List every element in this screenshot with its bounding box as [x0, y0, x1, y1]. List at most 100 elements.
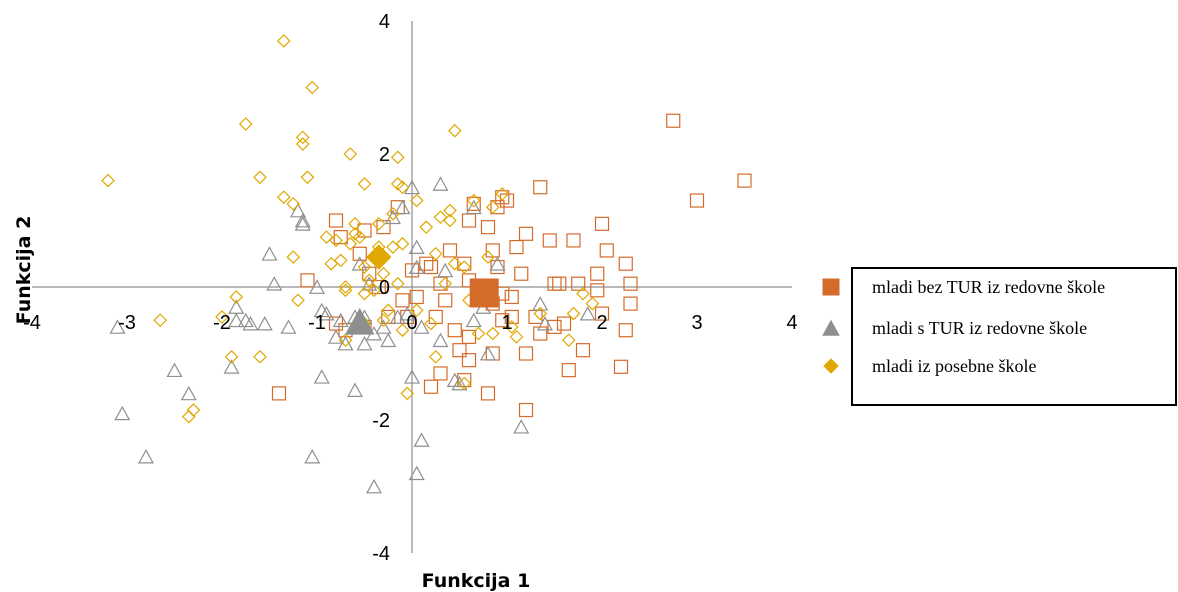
diamond-point [433, 210, 448, 225]
axes [32, 21, 792, 553]
x-tick-label: -2 [213, 312, 231, 334]
square-point [509, 240, 524, 255]
square-point [352, 246, 367, 261]
diamond-point [447, 123, 462, 138]
diamond-point [291, 293, 305, 308]
square-point [542, 233, 557, 248]
square-point [480, 220, 496, 235]
diamond-point [343, 236, 358, 251]
diamond-point [447, 256, 462, 271]
diamond-point [153, 313, 168, 328]
x-axis-title: Funkcija 1 [422, 570, 531, 592]
diamond-point [386, 207, 400, 221]
diamond-point [371, 216, 386, 231]
square-point [395, 293, 410, 308]
x-tick-label: -4 [23, 312, 41, 334]
diamond-point [566, 306, 581, 321]
diamond-point [457, 260, 472, 274]
diamond-point [395, 180, 410, 195]
diamond-point [348, 216, 362, 231]
triangle-point [166, 362, 183, 378]
square-point [485, 243, 500, 258]
diamond-point [253, 170, 267, 185]
triangle-point [180, 385, 197, 401]
triangle-point [451, 375, 468, 391]
square-point [623, 296, 638, 311]
square-point [461, 213, 477, 228]
diamond-point [485, 200, 500, 215]
square-point [613, 359, 629, 374]
triangle-point [479, 345, 497, 361]
triangle-point [280, 319, 297, 334]
square-point [556, 316, 572, 331]
diamond-point [409, 303, 424, 318]
diamond-point [338, 333, 353, 348]
diamond-point [390, 276, 405, 291]
diamond-point [333, 253, 348, 268]
diamond-point [438, 276, 453, 291]
square-point [547, 319, 562, 334]
diamond-point [481, 250, 495, 264]
diamond-point [276, 190, 291, 205]
square-point [495, 190, 510, 205]
square-point [533, 180, 548, 195]
y-tick-label: -2 [372, 410, 390, 432]
triangle-point [408, 259, 425, 274]
triangle-point [375, 319, 392, 334]
diamond-point [305, 80, 320, 95]
triangle-point [308, 279, 326, 294]
triangle-point [228, 312, 245, 328]
legend-label: mladi bez TUR iz redovne škole [872, 276, 1106, 297]
triangle-point [536, 316, 554, 331]
triangle-point [256, 316, 273, 331]
square-point [442, 243, 458, 258]
diamond-point [338, 280, 353, 294]
square-point [594, 306, 610, 321]
triangle-point [318, 306, 335, 321]
square-point [333, 230, 348, 245]
triangle-point [304, 449, 321, 464]
square-point [533, 326, 548, 341]
triangle-point [489, 256, 506, 271]
square-point [461, 353, 477, 368]
diamond-point [253, 349, 267, 364]
square-point [300, 273, 315, 288]
square-point [480, 386, 496, 401]
triangle-point [380, 332, 397, 348]
square-point [666, 113, 681, 128]
diamond-point [400, 386, 415, 401]
legend-entry: mladi s TUR iz redovne škole [820, 314, 1087, 342]
triangle-point [365, 478, 383, 494]
square-point [566, 233, 581, 248]
square-point [504, 309, 519, 325]
diamond-point [395, 236, 410, 251]
triangle-point [356, 335, 373, 351]
triangle-point [413, 432, 430, 447]
square-point [452, 343, 467, 358]
square-legend-icon [822, 278, 840, 296]
y-tick-label: 4 [379, 11, 390, 33]
square-point [490, 259, 505, 275]
diamond-point [238, 117, 253, 131]
square-point [371, 279, 386, 295]
legend-label: mladi iz posebne škole [872, 355, 1037, 376]
triangle-point [432, 332, 449, 348]
y-tick-label: 2 [379, 144, 390, 166]
triangle-point [579, 306, 596, 321]
triangle-centroid [344, 307, 375, 335]
x-tick-label: 4 [786, 312, 797, 334]
diamond-point [352, 230, 367, 244]
diamond-point [381, 303, 396, 318]
square-point [433, 366, 448, 381]
triangle-point [137, 449, 155, 464]
triangle-point [327, 329, 345, 344]
diamond-point [319, 230, 334, 244]
square-point [271, 386, 287, 401]
square-point [518, 226, 534, 241]
square-point [447, 323, 462, 338]
diamond-point [395, 323, 410, 338]
diamond-point [357, 177, 372, 191]
diamond-point [471, 326, 486, 341]
diamond-legend-icon [823, 358, 839, 374]
